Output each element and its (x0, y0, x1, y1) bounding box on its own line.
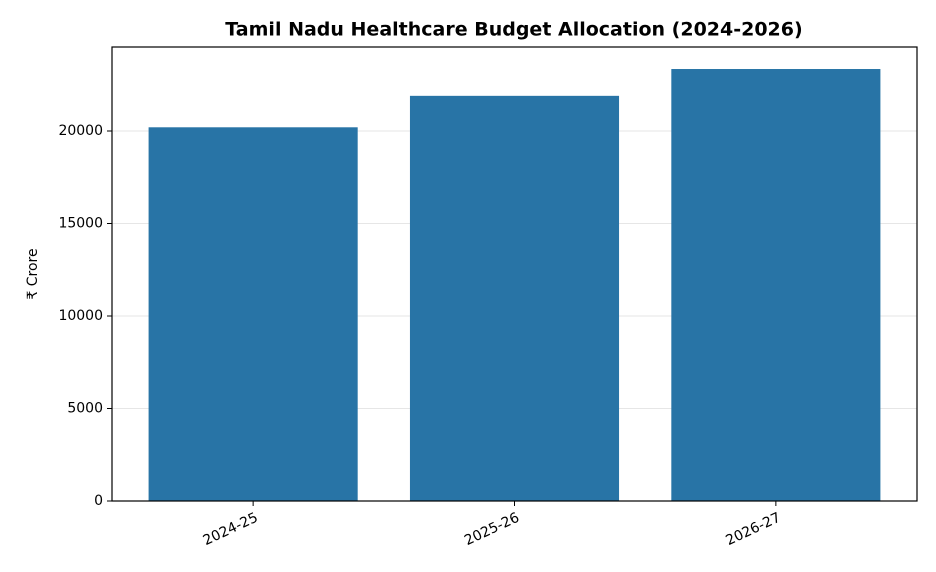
y-tick-label: 15000 (58, 215, 103, 231)
bar (409, 95, 620, 502)
y-axis-label: ₹ Crore (25, 248, 41, 299)
y-tick-label: 0 (94, 493, 103, 509)
bars (148, 69, 881, 502)
bar (671, 69, 881, 501)
y-tick-label: 20000 (58, 123, 103, 139)
bar (148, 127, 358, 501)
y-tick-label: 5000 (67, 400, 103, 416)
y-tick-label: 10000 (58, 308, 103, 324)
chart-title: Tamil Nadu Healthcare Budget Allocation … (225, 19, 802, 41)
